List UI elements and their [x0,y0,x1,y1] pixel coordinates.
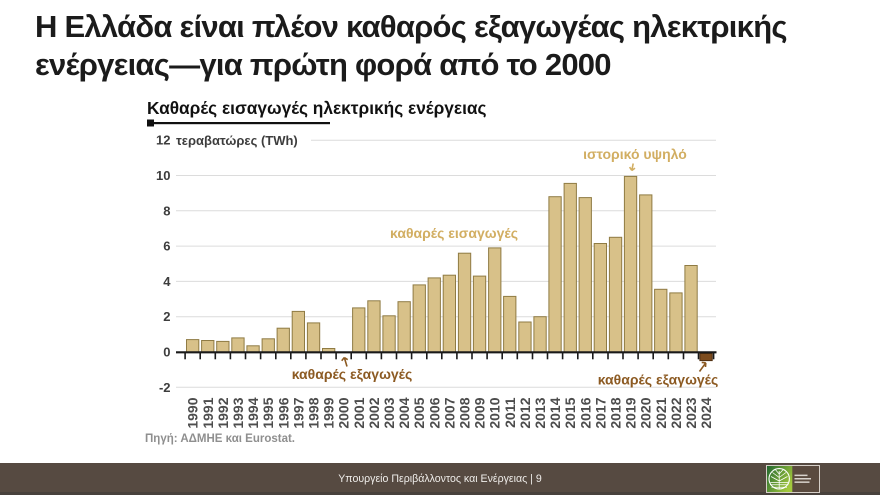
svg-text:1992: 1992 [215,397,231,428]
svg-text:1993: 1993 [230,397,246,428]
svg-text:2005: 2005 [411,397,427,428]
svg-text:2016: 2016 [577,397,593,428]
svg-text:6: 6 [163,239,170,254]
svg-text:2024: 2024 [698,397,714,428]
svg-text:2022: 2022 [668,397,684,428]
svg-text:2015: 2015 [562,397,578,428]
svg-text:2013: 2013 [532,397,548,428]
svg-text:-2: -2 [159,380,171,395]
svg-text:2014: 2014 [547,397,563,428]
svg-text:1995: 1995 [260,397,276,428]
svg-text:2006: 2006 [426,397,442,428]
svg-text:2008: 2008 [457,397,473,428]
svg-text:12: 12 [156,133,170,148]
svg-text:0: 0 [163,345,170,360]
svg-text:2021: 2021 [653,397,669,428]
svg-text:1998: 1998 [306,397,322,428]
svg-text:Πηγή: ΑΔΜΗΕ και Eurostat.: Πηγή: ΑΔΜΗΕ και Eurostat. [145,433,295,445]
svg-text:1990: 1990 [185,397,201,428]
svg-text:2018: 2018 [608,397,624,428]
svg-text:1991: 1991 [200,397,216,428]
svg-text:2009: 2009 [472,397,488,428]
svg-text:2019: 2019 [623,397,639,428]
svg-text:καθαρές εξαγωγές: καθαρές εξαγωγές [292,366,413,382]
svg-text:4: 4 [163,274,171,289]
svg-text:καθαρές εισαγωγές: καθαρές εισαγωγές [390,225,518,241]
svg-text:καθαρές εξαγωγές: καθαρές εξαγωγές [598,372,719,388]
svg-text:2012: 2012 [517,397,533,428]
svg-text:10: 10 [156,168,170,183]
svg-text:Καθαρές εισαγωγές ηλεκτρικής ε: Καθαρές εισαγωγές ηλεκτρικής ενέργειας [147,98,487,118]
svg-text:2003: 2003 [381,397,397,428]
svg-text:2017: 2017 [592,397,608,428]
svg-text:τεραβατώρες (TWh): τεραβατώρες (TWh) [176,133,298,148]
svg-text:2002: 2002 [366,397,382,428]
svg-text:2020: 2020 [638,397,654,428]
svg-text:2: 2 [163,309,170,324]
svg-text:2001: 2001 [351,397,367,428]
svg-text:2011: 2011 [502,397,518,428]
svg-text:1994: 1994 [245,397,261,428]
svg-text:8: 8 [163,203,170,218]
svg-text:2000: 2000 [336,397,352,428]
svg-text:1997: 1997 [290,397,306,428]
svg-text:1996: 1996 [275,397,291,428]
svg-text:2010: 2010 [487,397,503,428]
svg-text:2007: 2007 [441,397,457,428]
svg-text:1999: 1999 [321,397,337,428]
svg-text:ιστορικό υψηλό: ιστορικό υψηλό [583,146,687,162]
svg-text:2004: 2004 [396,397,412,428]
svg-text:2023: 2023 [683,397,699,428]
